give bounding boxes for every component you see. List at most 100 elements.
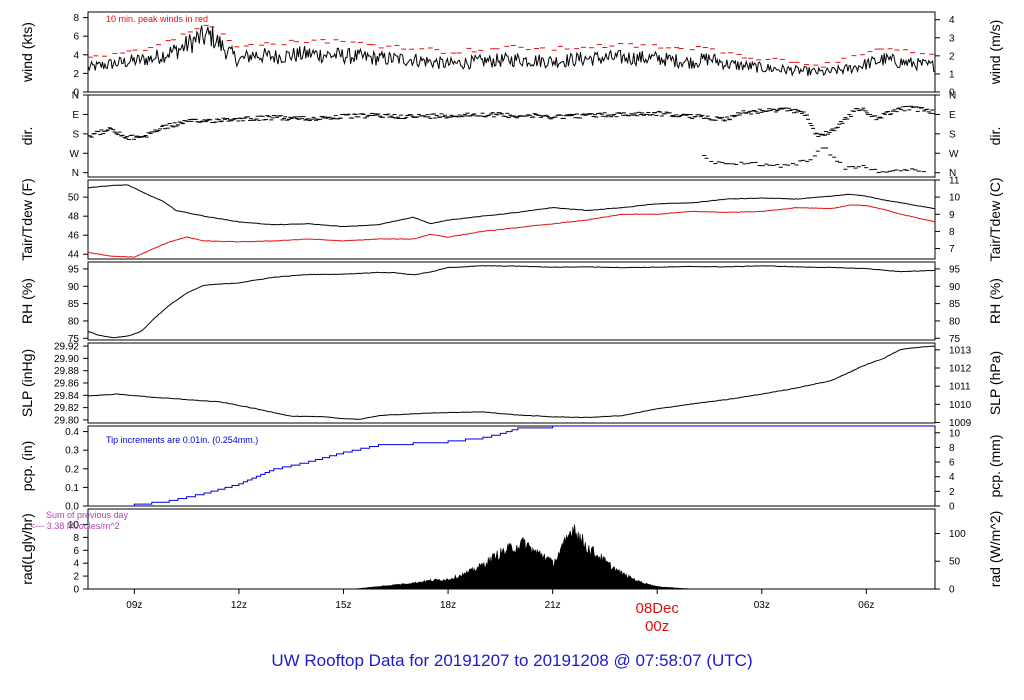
pcp-series-0 [88, 426, 935, 506]
wind-left-axis-label: wind (kts) [19, 22, 35, 83]
rad-left-tick-label: 10 [68, 520, 80, 531]
slp-left-axis-label: SLP (inHg) [19, 349, 35, 417]
wind-right-axis-label: wind (m/s) [987, 20, 1003, 86]
x-tick-label: 21z [545, 600, 561, 611]
rh-right-tick-label: 95 [949, 264, 961, 275]
rad-left-tick-label: 8 [73, 533, 79, 544]
dir-series-0 [88, 105, 935, 140]
temp-series-0 [88, 184, 935, 228]
rh-right-tick-label: 85 [949, 299, 961, 310]
temp-left-tick-label: 48 [68, 212, 80, 223]
wind-series-1 [88, 24, 935, 68]
temp-series-1 [88, 204, 935, 258]
slp-series-0 [88, 345, 935, 420]
rad-annotation-line-1: Sum of previous day [46, 510, 129, 520]
wind-right-tick-label: 4 [949, 15, 955, 26]
rh-left-tick-label: 75 [68, 334, 80, 345]
rh-series-0 [88, 265, 935, 339]
temp-left-tick-label: 50 [68, 193, 80, 204]
panel-rh: 75 80 85 90 95 75 80 85 90 95 RH (%) RH (%) [19, 261, 1003, 345]
pcp-series-group [88, 426, 935, 506]
rh-right-axis-label: RH (%) [987, 278, 1003, 324]
pcp-frame [87, 425, 936, 507]
slp-right-tick-label: 1009 [949, 418, 972, 429]
rad-right-tick-label: 50 [949, 557, 961, 568]
slp-right-tick-label: 1012 [949, 364, 972, 375]
wind-right-tick-label: 1 [949, 69, 955, 80]
slp-right-tick-label: 1013 [949, 345, 972, 356]
slp-series-group [88, 345, 935, 420]
x-tick-label: 09z [126, 600, 142, 611]
wind-frame [87, 11, 936, 93]
dir-left-tick-label: E [72, 110, 79, 121]
slp-left-tick-label: 29.82 [54, 403, 79, 414]
rad-series-group [353, 524, 693, 589]
wind-left-tick-label: 6 [73, 32, 79, 43]
wind-left-tick-label: 8 [73, 13, 79, 24]
temp-right-tick-label: 9 [949, 210, 955, 221]
rad-left-tick-label: 0 [73, 585, 79, 596]
rad-right-tick-label: 100 [949, 529, 966, 540]
rad-left-axis-label: rad(Lgly/hr) [19, 513, 35, 585]
wind-left-tick-label: 2 [73, 69, 79, 80]
dir-series-group [88, 105, 935, 174]
rad-series-0 [353, 524, 693, 589]
temp-right-tick-label: 7 [949, 244, 955, 255]
pcp-right-tick-label: 4 [949, 472, 955, 483]
temp-left-axis-label: Tair/Tdew (F) [19, 178, 35, 260]
slp-right-axis-label: SLP (hPa) [987, 351, 1003, 415]
dir-right-tick-label: N [949, 91, 956, 102]
pcp-left-tick-label: 0.1 [65, 483, 79, 494]
pcp-right-tick-label: 10 [949, 428, 961, 439]
wind-right-tick-label: 3 [949, 33, 955, 44]
dir-left-tick-label: N [72, 168, 79, 179]
rad-left-tick-label: 6 [73, 546, 79, 557]
dir-left-tick-label: S [72, 129, 79, 140]
temp-right-tick-label: 10 [949, 193, 961, 204]
slp-left-tick-label: 29.90 [54, 354, 79, 365]
pcp-annotation: Tip increments are 0.01in. (0.254mm.) [106, 435, 258, 445]
slp-left-tick-label: 29.84 [54, 391, 79, 402]
dir-right-tick-label: S [949, 129, 956, 140]
x-tick-label: 06z [858, 600, 874, 611]
pcp-left-tick-label: 0.4 [65, 427, 79, 438]
wind-series-0 [88, 25, 935, 77]
dir-right-tick-label: N [949, 168, 956, 179]
rad-right-tick-label: 0 [949, 585, 955, 596]
rh-series-group [88, 265, 935, 339]
rh-right-tick-label: 80 [949, 316, 961, 327]
panel-wind: 0 2 4 6 8 0 1 2 3 4 wind (kts) wind (m/s) 10 min. pe… [19, 11, 1003, 99]
temp-right-tick-label: 8 [949, 227, 955, 238]
rad-annotation-line-2: <--- 3.38 MJoules/m^2 [30, 521, 120, 531]
rad-left-tick-label: 2 [73, 572, 79, 583]
wind-right-tick-label: 0 [949, 88, 955, 99]
rh-right-tick-label: 90 [949, 282, 961, 293]
slp-right-tick-label: 1010 [949, 400, 972, 411]
rad-right-axis-label: rad (W/m^2) [987, 511, 1003, 588]
pcp-left-tick-label: 0.3 [65, 446, 79, 457]
pcp-right-tick-label: 8 [949, 443, 955, 454]
x-tick-label: 15z [335, 600, 351, 611]
temp-right-axis-label: Tair/Tdew (C) [987, 177, 1003, 261]
pcp-left-axis-label: pcp. (in) [19, 441, 35, 492]
slp-left-tick-label: 29.86 [54, 379, 79, 390]
pcp-right-tick-label: 2 [949, 487, 955, 498]
slp-left-tick-label: 29.92 [54, 342, 79, 353]
temp-left-tick-label: 44 [68, 250, 80, 261]
wind-right-tick-label: 2 [949, 51, 955, 62]
slp-left-tick-label: 29.88 [54, 366, 79, 377]
rh-left-tick-label: 95 [68, 264, 80, 275]
dir-right-axis-label: dir. [987, 127, 1003, 146]
dir-frame [87, 94, 936, 178]
pcp-right-tick-label: 6 [949, 458, 955, 469]
chart-title: UW Rooftop Data for 20191207 to 20191208… [271, 651, 752, 670]
x-tick-label: 03z [754, 600, 770, 611]
slp-left-tick-label: 29.80 [54, 415, 79, 426]
rh-right-tick-label: 75 [949, 334, 961, 345]
wind-left-tick-label: 0 [73, 88, 79, 99]
rad-left-tick-label: 4 [73, 559, 79, 570]
panel-temp: 44 46 48 50 7 8 9 10 11 Tair/Tdew (F) Tair/Tdew (C… [19, 176, 1003, 262]
